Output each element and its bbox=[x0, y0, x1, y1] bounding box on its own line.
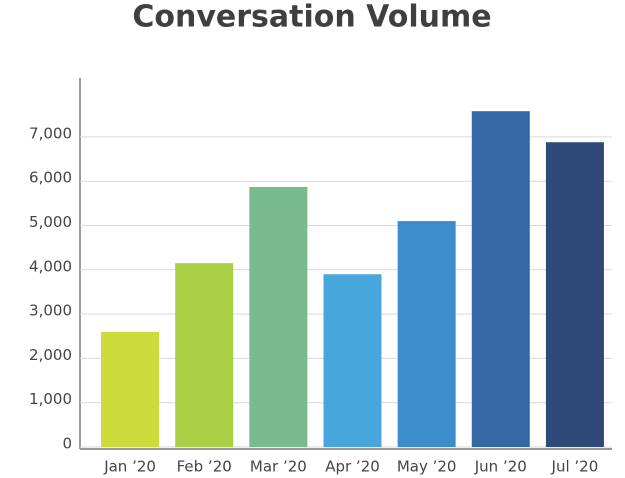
y-tick-label: 4,000 bbox=[29, 257, 72, 275]
y-tick-label: 1,000 bbox=[29, 390, 72, 408]
x-tick-label: Jun ’20 bbox=[474, 458, 527, 476]
x-tick-label: Feb ’20 bbox=[177, 458, 232, 476]
bar bbox=[101, 331, 160, 447]
bar bbox=[249, 186, 308, 448]
y-tick-label: 3,000 bbox=[29, 302, 72, 320]
x-tick-label: Jul ’20 bbox=[551, 458, 599, 476]
y-tick-label: 6,000 bbox=[29, 169, 72, 187]
y-tick-label: 2,000 bbox=[29, 346, 72, 364]
y-tick-label: 0 bbox=[62, 435, 72, 453]
x-tick-label: Apr ’20 bbox=[325, 458, 380, 476]
x-tick-label: May ’20 bbox=[397, 458, 457, 476]
y-tick-label: 7,000 bbox=[29, 124, 72, 142]
bar bbox=[175, 263, 234, 447]
bar bbox=[471, 111, 530, 448]
bar bbox=[545, 142, 604, 447]
bar bbox=[323, 274, 382, 447]
y-tick-label: 5,000 bbox=[29, 213, 72, 231]
x-tick-label: Jan ’20 bbox=[103, 458, 156, 476]
x-tick-label: Mar ’20 bbox=[250, 458, 307, 476]
bar bbox=[397, 221, 456, 447]
chart-title: Conversation Volume bbox=[132, 0, 491, 35]
